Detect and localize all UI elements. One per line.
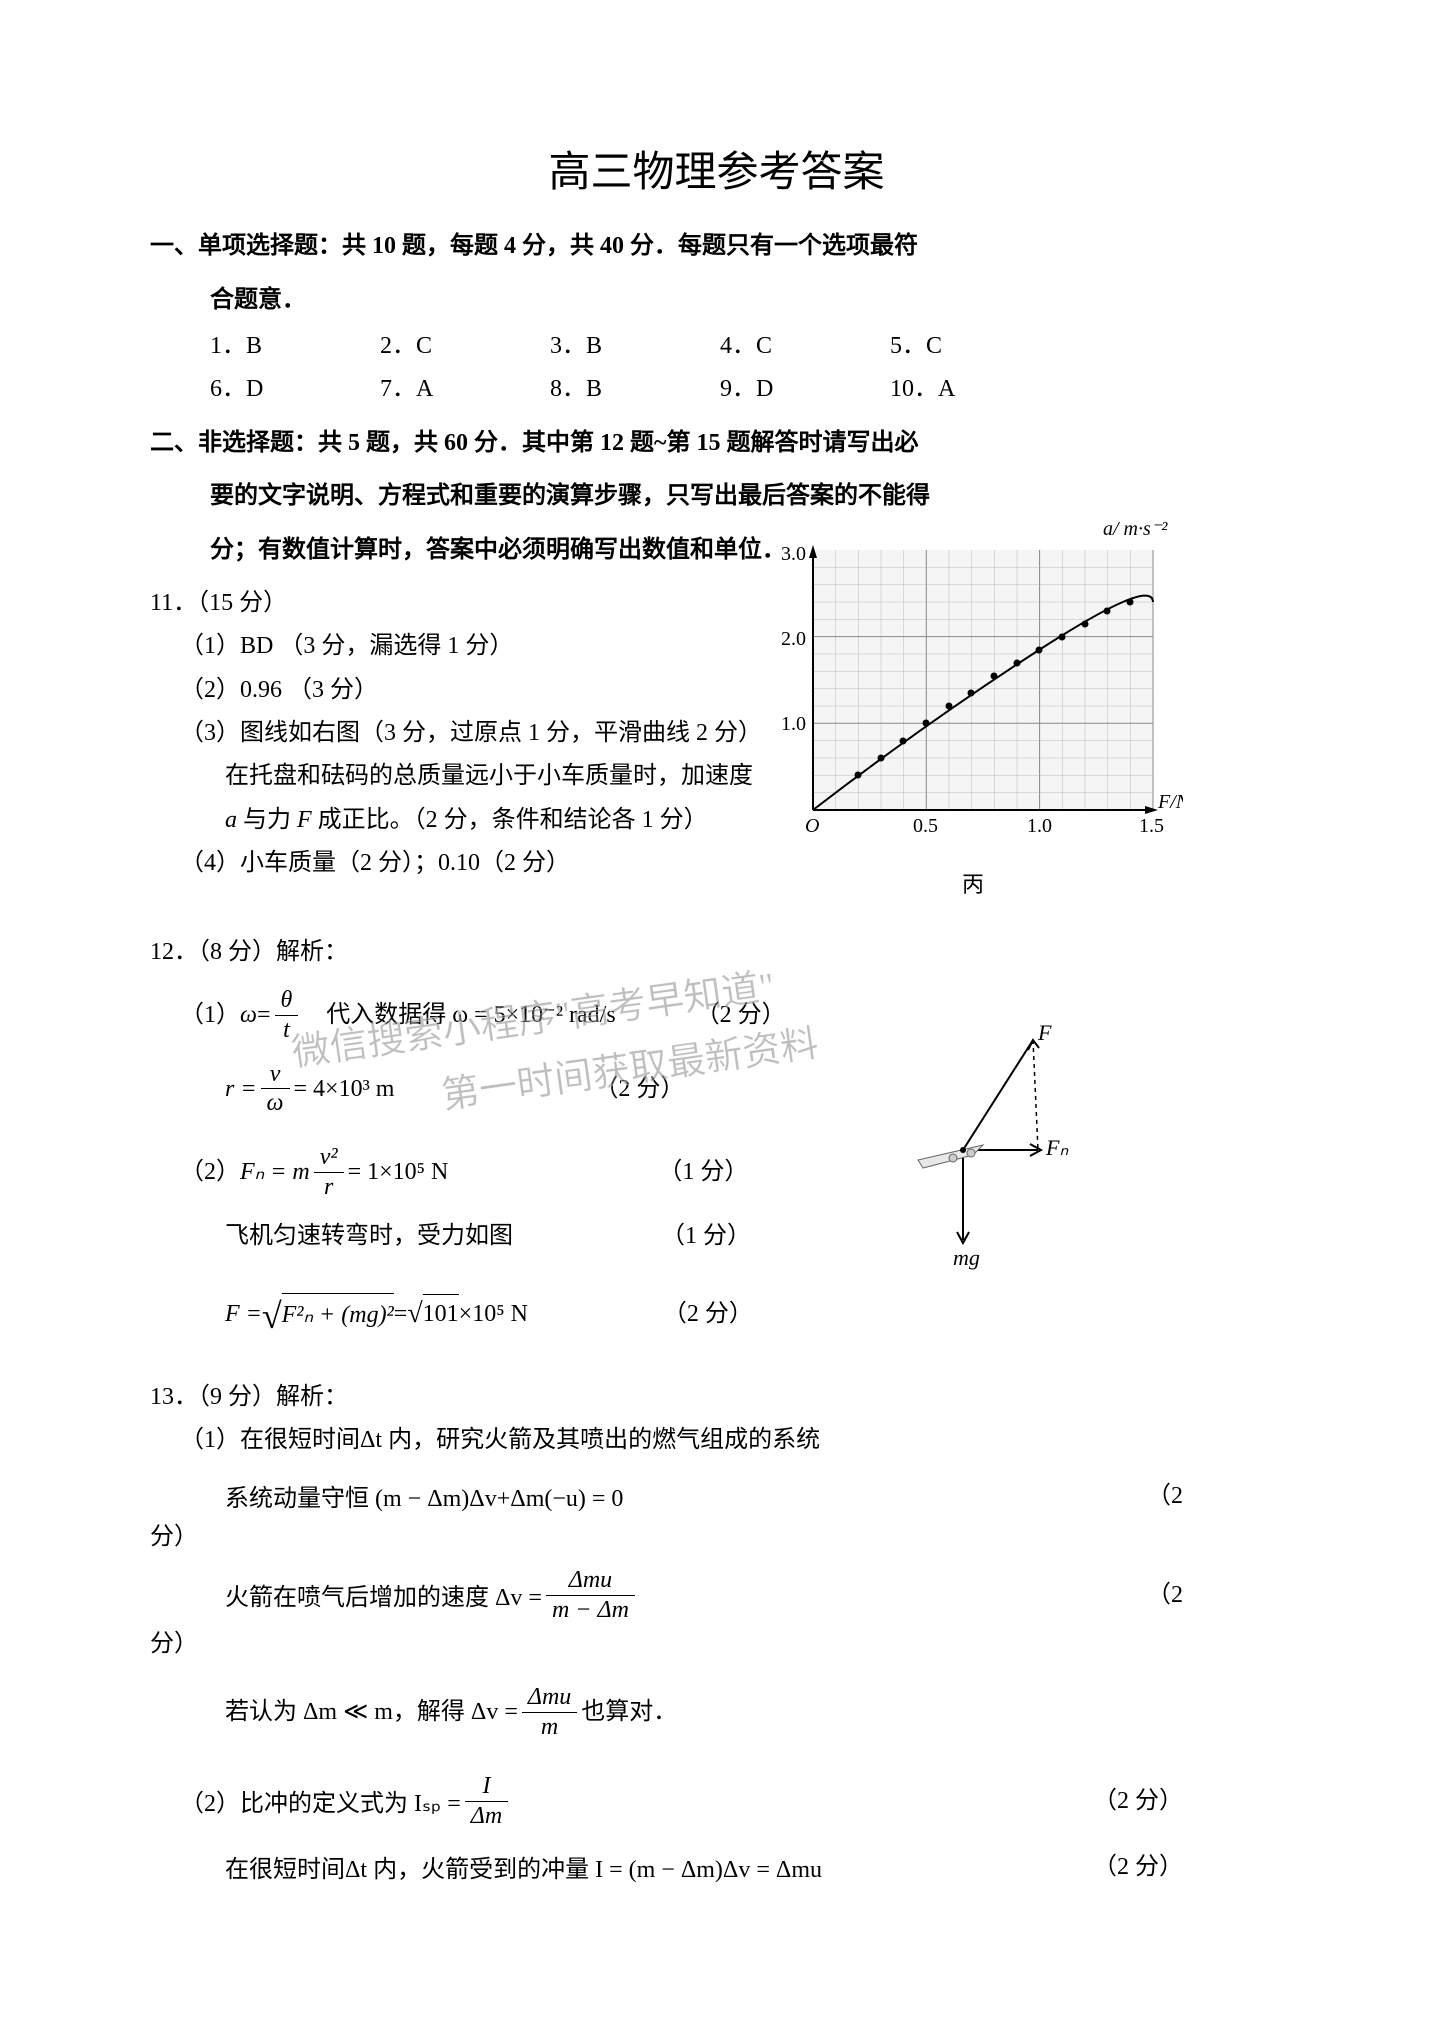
p13-a2b-line: 在很短时间Δt 内，火箭受到的冲量 I = (m − Δm)Δv = Δmu （… — [150, 1846, 1283, 1889]
chart-origin: O — [805, 815, 819, 837]
p12-a2b: 飞机匀速转弯时，受力如图 — [225, 1217, 513, 1255]
section-1-header: 一、单项选择题：共 10 题，每题 4 分，共 40 分．每题只有一个选项最符 … — [150, 227, 1283, 319]
mcq-row-2: 6．D 7．A 8．B 9．D 10．A — [210, 370, 1283, 408]
p13-a1: （1）在很短时间Δt 内，研究火箭及其喷出的燃气组成的系统 — [180, 1421, 1283, 1459]
force-diagram: F Fₙ mg — [883, 1020, 1083, 1270]
chart-ytick-1: 1.0 — [781, 713, 806, 735]
p13-a2b-score: （2 分） — [1093, 1848, 1183, 1886]
mcq-q9: 9．D — [720, 370, 890, 408]
p13-a2-line: （2）比冲的定义式为 Iₛₚ = IΔm （2 分） — [150, 1772, 1283, 1831]
p12-a1b-pre: r = — [225, 1070, 257, 1108]
p13-a2-score: （2 分） — [1093, 1782, 1183, 1820]
mcq-q6: 6．D — [210, 370, 380, 408]
p13-a1c-score: （2 — [1147, 1576, 1183, 1614]
p12-a2-num: v² — [314, 1143, 344, 1173]
p13-a1d-den: m — [522, 1713, 577, 1742]
p12-a2-pre: （2） — [180, 1153, 240, 1191]
p13-a1c-fen: 分） — [150, 1625, 1283, 1663]
p12-a2c-result: ×10⁵ N — [459, 1295, 528, 1333]
chart-xtick-10: 1.0 — [1027, 815, 1052, 837]
p12-a2c-pre: F = — [225, 1295, 262, 1333]
mcq-q1: 1．B — [210, 327, 380, 365]
p13-a1d: 若认为 Δm ≪ m，解得 Δv = — [225, 1693, 518, 1731]
svg-text:F: F — [1037, 1020, 1052, 1045]
p13-a1c-num: Δmu — [546, 1566, 635, 1596]
p13-a1b: 系统动量守恒 (m − Δm)Δv+Δm(−u) = 0 — [225, 1480, 623, 1518]
chart-container: a/ m·s⁻² 3.0 2.0 1.0 — [763, 520, 1183, 903]
p12-a2c-inner: F²ₙ + (mg)² — [282, 1293, 394, 1334]
p12-a1-num: θ — [275, 986, 299, 1016]
p12-a2c-mid: = — [394, 1295, 408, 1333]
section-1-line1: 一、单项选择题：共 10 题，每题 4 分，共 40 分．每题只有一个选项最符 — [150, 227, 1283, 265]
p12-a1b-den: ω — [261, 1089, 290, 1118]
chart-ylabel: a/ m·s⁻² — [1103, 520, 1168, 540]
p12-a2-den: r — [314, 1173, 344, 1202]
p13-a1b-fen: 分） — [150, 1518, 1283, 1556]
p12-a1b-num: v — [261, 1060, 290, 1090]
chart-ytick-3: 3.0 — [781, 543, 806, 565]
p13-a1d-end: 也算对． — [581, 1693, 677, 1731]
p12-eq: = — [257, 996, 271, 1034]
problem-13: 13．（9 分）解析： （1）在很短时间Δt 内，研究火箭及其喷出的燃气组成的系… — [150, 1378, 1283, 1889]
p13-header: 13．（9 分）解析： — [150, 1378, 1283, 1416]
chart-xlabel: F/N — [1157, 791, 1183, 813]
p13-a2: （2）比冲的定义式为 Iₛₚ = — [180, 1785, 461, 1823]
p12-a2-score: （1 分） — [658, 1153, 748, 1191]
p13-a1b-score: （2 — [1147, 1477, 1183, 1515]
p12-a2: （2） Fₙ = m v²r = 1×10⁵ N （1 分） — [180, 1143, 1283, 1202]
chart-xtick-05: 0.5 — [913, 815, 938, 837]
svg-text:Fₙ: Fₙ — [1045, 1135, 1068, 1160]
chart-xtick-15: 1.5 — [1139, 815, 1164, 837]
mcq-q7: 7．A — [380, 370, 550, 408]
mcq-q10: 10．A — [890, 370, 1060, 408]
p12-omega: ω — [240, 996, 257, 1034]
p12-a1-pre: （1） — [180, 996, 240, 1034]
p13-a1d-line: 若认为 Δm ≪ m，解得 Δv = Δmum 也算对． — [225, 1683, 1283, 1742]
mcq-q5: 5．C — [890, 327, 1060, 365]
svg-text:mg: mg — [953, 1245, 980, 1270]
p13-a1b-line: 系统动量守恒 (m − Δm)Δv+Δm(−u) = 0 （2 — [150, 1475, 1283, 1518]
mcq-q4: 4．C — [720, 327, 890, 365]
p13-a2-den: Δm — [465, 1802, 508, 1831]
section-2-line1: 二、非选择题：共 5 题，共 60 分．其中第 12 题~第 15 题解答时请写… — [150, 424, 1283, 462]
p13-a1d-num: Δmu — [522, 1683, 577, 1713]
chart-svg: a/ m·s⁻² 3.0 2.0 1.0 — [763, 520, 1183, 850]
p12-a2-result: = 1×10⁵ N — [348, 1153, 449, 1191]
p12-a2-fn: Fₙ = m — [240, 1153, 310, 1191]
p13-a1c-den: m − Δm — [546, 1596, 635, 1625]
chart-caption: 丙 — [763, 867, 1183, 902]
p12-a2b-score: （1 分） — [661, 1217, 751, 1255]
p13-a1c: 火箭在喷气后增加的速度 Δv = — [225, 1579, 542, 1617]
mcq-q8: 8．B — [550, 370, 720, 408]
p13-a2b: 在很短时间Δt 内，火箭受到的冲量 I = (m − Δm)Δv = Δmu — [225, 1851, 822, 1889]
p13-a2-num: I — [465, 1772, 508, 1802]
chart-ytick-2: 2.0 — [781, 628, 806, 650]
p12-a2c-line: F = √ F²ₙ + (mg)² = √101 ×10⁵ N （2 分） — [225, 1285, 1283, 1343]
section-2-line2: 要的文字说明、方程式和重要的演算步骤，只写出最后答案的不能得 — [210, 477, 1283, 515]
mcq-q2: 2．C — [380, 327, 550, 365]
section-1-line2: 合题意． — [210, 281, 1283, 319]
p12-a2b-line: 飞机匀速转弯时，受力如图 （1 分） — [225, 1217, 1283, 1255]
p12-a2c-score: （2 分） — [663, 1295, 753, 1333]
mcq-row-1: 1．B 2．C 3．B 4．C 5．C — [210, 327, 1283, 365]
p13-a1c-line: 火箭在喷气后增加的速度 Δv = Δmum − Δm （2 — [150, 1566, 1283, 1625]
mcq-q3: 3．B — [550, 327, 720, 365]
page-title: 高三物理参考答案 — [150, 140, 1283, 207]
